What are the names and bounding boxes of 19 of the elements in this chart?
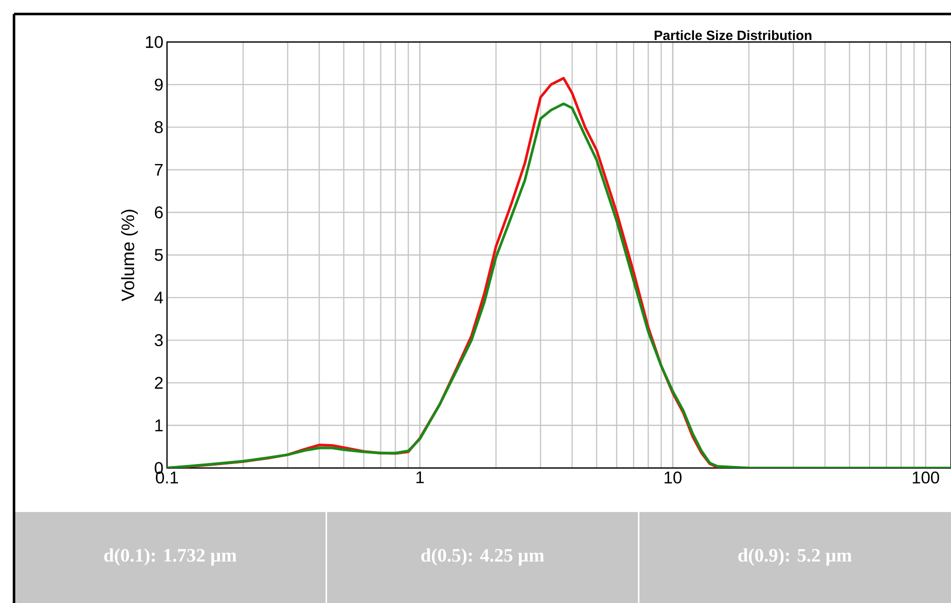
y-tick-label: 2: [154, 376, 163, 389]
y-axis-title: Volume (%): [121, 210, 138, 302]
y-tick-label: 8: [154, 121, 163, 134]
y-tick-label: 3: [154, 334, 163, 346]
y-tick-label: 1: [155, 420, 163, 432]
text: d(0.1): 1.732 µm: [104, 548, 237, 566]
y-tick-label: 9: [154, 78, 163, 91]
y-tick-label: 5: [154, 249, 163, 261]
text: d(0.5): 4.25 µm: [421, 548, 544, 566]
text: d(0.9): 5.2 µm: [738, 548, 852, 566]
y-tick-label: 10: [146, 36, 163, 48]
x-tick-label: 100: [912, 472, 940, 484]
y-tick-label: 7: [154, 164, 163, 176]
x-tick-label: 0.1: [156, 472, 178, 484]
x-tick-label: 10: [664, 472, 682, 484]
y-tick-label: 6: [154, 206, 163, 218]
y-tick-label: 4: [154, 292, 163, 304]
chart-title: Particle Size Distribution: [654, 30, 812, 40]
x-tick-label: 1: [416, 472, 424, 484]
